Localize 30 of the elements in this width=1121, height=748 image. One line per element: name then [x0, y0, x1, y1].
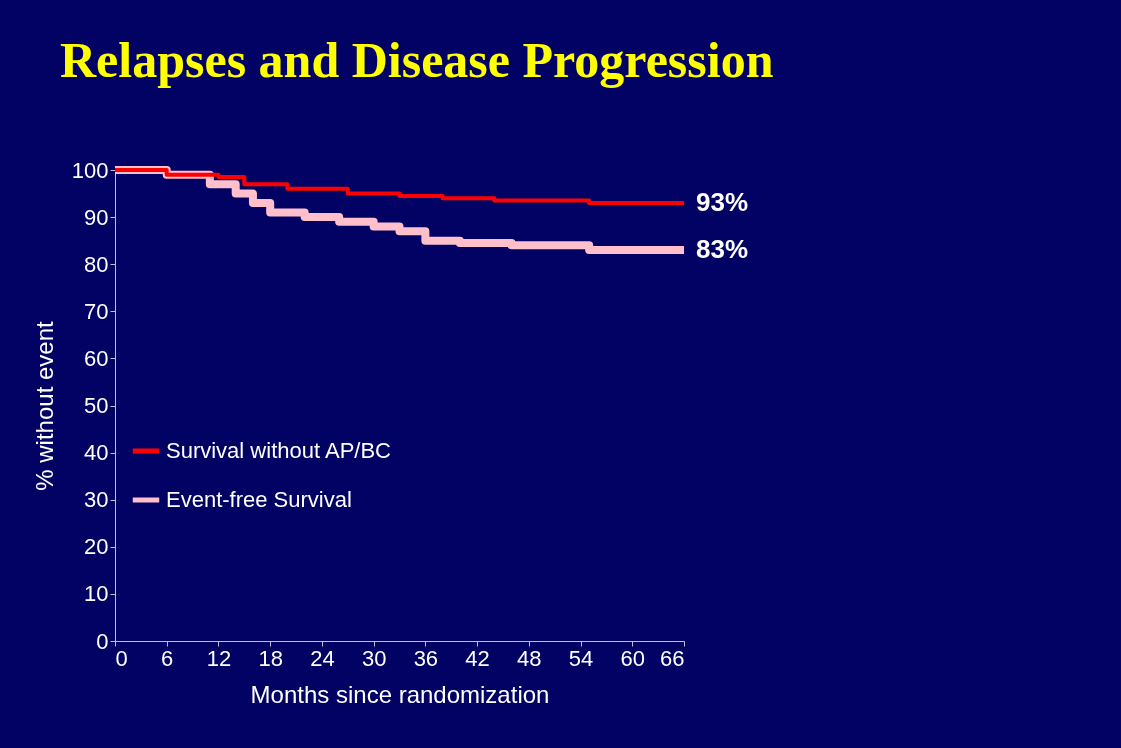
annotation: 93%	[696, 186, 749, 217]
x-tick-label: 48	[517, 645, 542, 671]
y-tick-label: 0	[96, 628, 109, 654]
x-tick-label: 12	[206, 645, 232, 671]
x-tick-label: 30	[361, 645, 387, 671]
x-axis-title: Months since randomization	[250, 680, 550, 708]
y-tick-label: 20	[84, 534, 109, 560]
x-tick-label: 60	[620, 645, 646, 671]
x-tick-label: 0	[115, 645, 128, 671]
y-tick-label: 60	[84, 345, 109, 371]
y-tick-label: 30	[84, 487, 109, 513]
y-tick-label: 10	[84, 581, 109, 607]
y-tick-label: 90	[84, 204, 109, 230]
y-axis-title: % without event	[30, 320, 58, 491]
y-tick-label: 100	[71, 157, 109, 183]
y-tick-label: 50	[84, 393, 109, 418]
legend-label: Event-free Survival	[166, 487, 352, 512]
x-tick-label: 36	[413, 645, 439, 671]
y-tick-label: 40	[84, 440, 109, 466]
x-tick-label: 24	[310, 645, 335, 671]
x-tick-label: 42	[465, 645, 490, 671]
legend-label: Survival without AP/BC	[166, 438, 392, 463]
x-tick-label: 6	[161, 645, 174, 671]
y-tick-label: 70	[84, 298, 109, 324]
chart-title: Relapses and Disease Progression	[60, 32, 774, 88]
x-tick-label: 54	[568, 645, 594, 671]
x-tick-label: 66	[660, 645, 685, 671]
x-tick-label: 18	[258, 645, 283, 671]
y-tick-label: 80	[84, 251, 109, 277]
annotation: 83%	[696, 234, 749, 265]
